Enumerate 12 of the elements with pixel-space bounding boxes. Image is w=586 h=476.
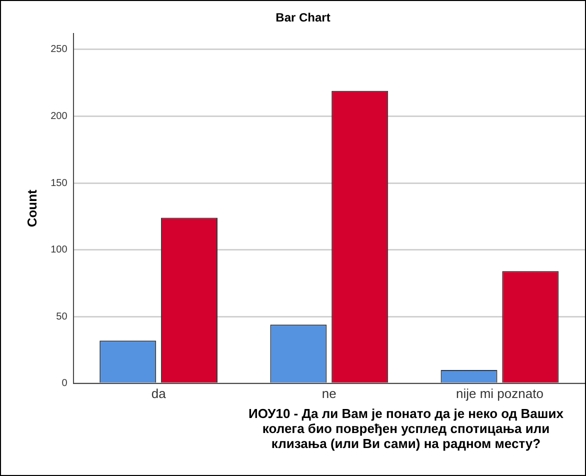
x-axis-title: ИОУ10 - Да ли Вам је понато да је неко од Ваших колега био повређен усплед спотицања или клизања (или Ви сами) на радном месту? <box>248 406 564 451</box>
y-tick-label: 100 <box>50 244 68 256</box>
y-tick-label: 50 <box>56 311 68 322</box>
y-axis-title: Count <box>24 188 40 228</box>
y-tick-label: 0 <box>62 378 68 390</box>
x-tick-label: ne <box>322 386 336 401</box>
x-tick-label: da <box>151 386 167 401</box>
y-tick-label: 200 <box>50 110 68 122</box>
x-tick-label: nije mi poznato <box>456 386 544 401</box>
y-tick-label: 150 <box>50 178 68 189</box>
chart-title: Bar Chart <box>276 10 330 25</box>
y-tick-label: 250 <box>50 44 68 56</box>
